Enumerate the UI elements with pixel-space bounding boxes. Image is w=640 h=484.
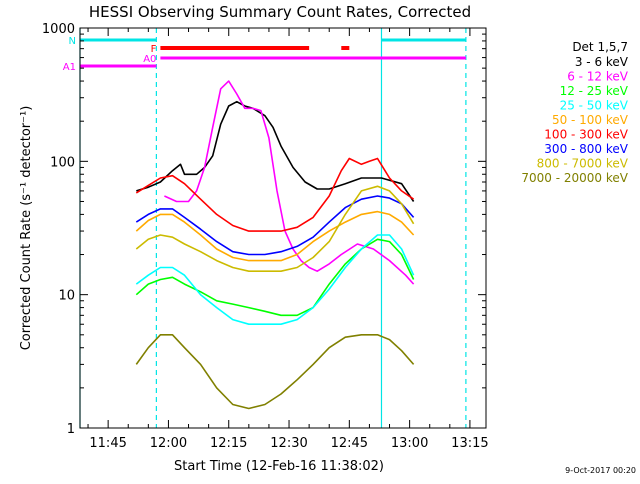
legend-title: Det 1,5,7 xyxy=(572,40,628,54)
chart-title: HESSI Observing Summary Count Rates, Cor… xyxy=(89,3,471,21)
series-line-6 xyxy=(135,195,415,256)
legend-item-7: 800 - 7000 keV xyxy=(537,157,629,171)
legend-item-8: 7000 - 20000 keV xyxy=(521,171,628,185)
series-line-3 xyxy=(135,234,415,325)
series-line-0 xyxy=(136,100,415,202)
series-line-2 xyxy=(135,238,415,317)
series-line-4 xyxy=(135,210,415,262)
x-tick-label-3: 12:30 xyxy=(270,436,307,451)
x-tick-label-6: 13:15 xyxy=(451,436,488,451)
series-line-1 xyxy=(164,80,415,285)
x-tick-label-2: 12:15 xyxy=(210,436,247,451)
x-tick-label-5: 13:00 xyxy=(391,436,428,451)
legend-item-1: 6 - 12 keV xyxy=(567,70,629,84)
series-line-8 xyxy=(135,334,415,410)
y-tick-label-3: 1000 xyxy=(42,22,75,37)
y-axis-ticks: 1 10 100 1000 xyxy=(42,22,486,437)
flag-label-3: A1 xyxy=(63,62,76,73)
legend-item-6: 300 - 800 keV xyxy=(544,142,628,156)
legend-item-5: 100 - 300 keV xyxy=(544,128,628,142)
series-line-5 xyxy=(135,157,415,232)
flag-label-0: N xyxy=(69,36,76,47)
footer-date: 9-Oct-2017 00:20 xyxy=(565,466,636,475)
y-tick-label-2: 100 xyxy=(50,155,75,170)
plot-content: N FA0 A1 xyxy=(63,28,467,428)
flag-label-1: F xyxy=(151,44,157,55)
y-axis-label: Corrected Count Rate (s⁻¹ detector⁻¹) xyxy=(19,106,34,351)
y-tick-label-0: 1 xyxy=(67,422,75,437)
legend-item-2: 12 - 25 keV xyxy=(560,84,629,98)
legend-item-4: 50 - 100 keV xyxy=(552,113,629,127)
flag-label-2: A0 xyxy=(143,54,156,65)
legend-item-3: 25 - 50 keV xyxy=(560,99,629,113)
plot-frame xyxy=(79,27,487,429)
series-line-7 xyxy=(135,185,415,272)
legend-item-0: 3 - 6 keV xyxy=(575,55,629,69)
x-axis-label: Start Time (12-Feb-16 11:38:02) xyxy=(174,459,384,474)
x-tick-label-4: 12:45 xyxy=(331,436,368,451)
x-tick-label-1: 12:00 xyxy=(150,436,187,451)
x-tick-label-0: 11:45 xyxy=(89,436,126,451)
x-axis-ticks: 11:45 12:00 12:15 12:30 12:45 13:00 13:15 xyxy=(87,28,489,451)
y-tick-label-1: 10 xyxy=(58,289,75,304)
